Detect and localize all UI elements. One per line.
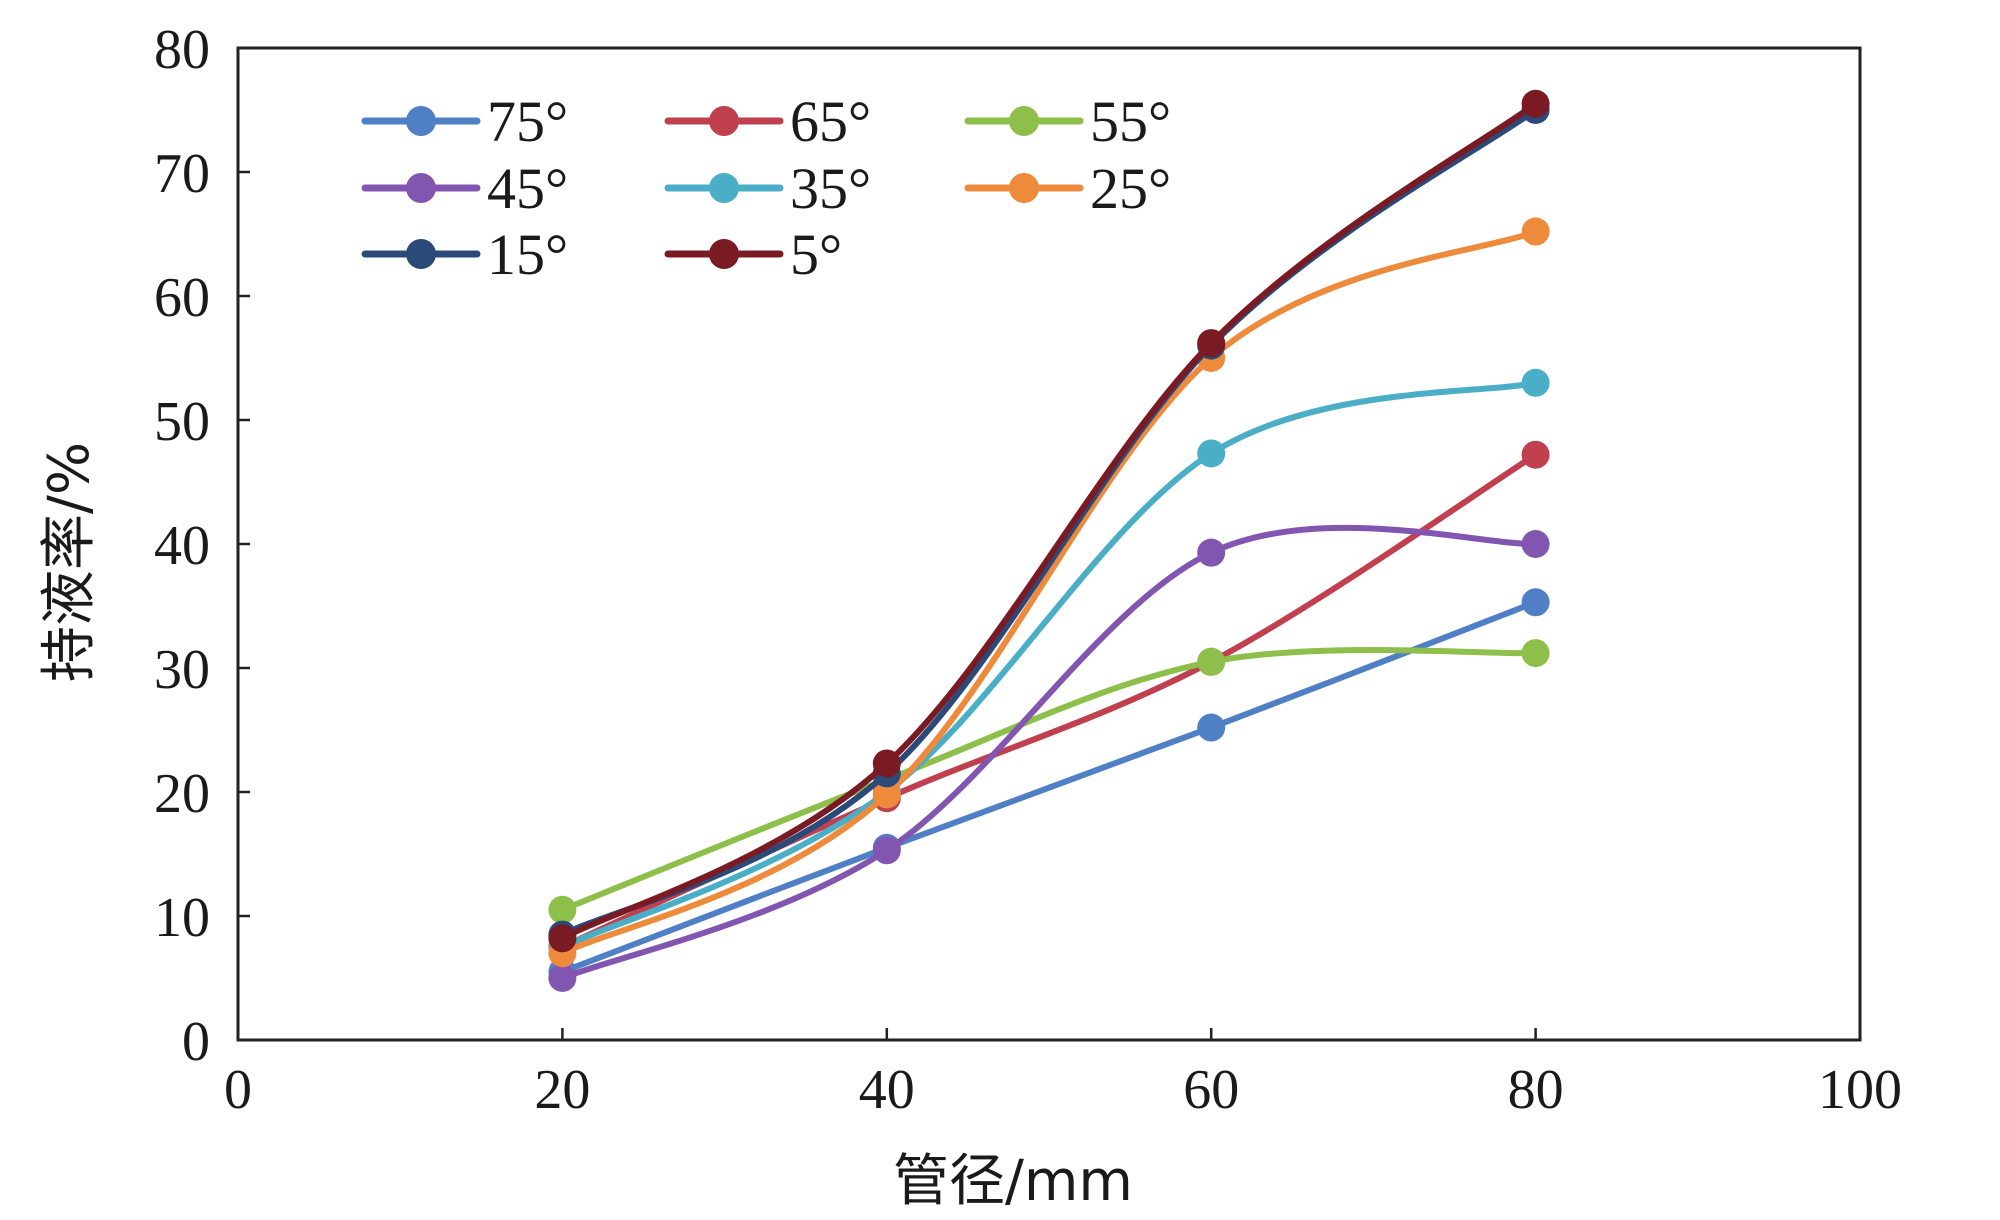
series-5 [548, 368, 1550, 961]
y-axis-title: 持液率/% [37, 442, 102, 682]
series-point [1197, 538, 1226, 567]
series-7 [548, 96, 1550, 949]
series-point [1197, 713, 1226, 742]
series-point [872, 749, 901, 778]
legend-item: 15° [361, 222, 568, 287]
y-tick-label: 10 [154, 887, 210, 949]
series-point [548, 924, 577, 953]
series-point [1521, 639, 1550, 668]
legend-item: 5° [664, 222, 842, 287]
legend-label: 35° [790, 156, 871, 221]
y-tick-label: 30 [154, 639, 210, 701]
series-point [1521, 440, 1550, 469]
legend-swatch-marker [709, 106, 739, 136]
y-tick-label: 80 [154, 19, 210, 81]
series-line [559, 524, 1539, 981]
series-point [1197, 439, 1226, 468]
series-line [559, 228, 1539, 957]
legend-item: 75° [361, 89, 568, 154]
series-line [559, 100, 1539, 942]
legend-swatch-marker [406, 106, 436, 136]
x-tick-label: 40 [859, 1059, 915, 1121]
series-point [872, 780, 901, 809]
legend-swatch-marker [709, 239, 739, 269]
legend-swatch-marker [709, 173, 739, 203]
x-tick-label: 60 [1183, 1059, 1239, 1121]
series-8 [548, 89, 1550, 953]
series-point [548, 895, 577, 924]
x-axis-title: 管径/mm [893, 1149, 1133, 1214]
legend-swatch-marker [406, 239, 436, 269]
x-tick-label: 100 [1818, 1059, 1902, 1121]
series-4 [548, 524, 1550, 992]
legend-swatch-marker [1009, 173, 1039, 203]
y-tick-label: 60 [154, 267, 210, 329]
legend-item: 65° [664, 89, 871, 154]
legend-label: 55° [1090, 89, 1171, 154]
legend-item: 45° [361, 156, 568, 221]
legend-swatch-marker [406, 173, 436, 203]
series-point [1521, 89, 1550, 118]
series-point [1197, 647, 1226, 676]
y-tick-label: 20 [154, 763, 210, 825]
plot-area-frame [236, 46, 1862, 1042]
y-tick-label: 50 [154, 391, 210, 453]
y-tick-label: 40 [154, 515, 210, 577]
legend-item: 35° [664, 156, 871, 221]
y-tick-label: 0 [182, 1011, 210, 1073]
series-line [559, 646, 1539, 913]
series-point [548, 964, 577, 992]
legend-swatch-marker [1009, 106, 1039, 136]
x-tick-label: 20 [534, 1059, 590, 1121]
series-point [872, 836, 901, 865]
series-point [1521, 217, 1550, 246]
x-tick-label: 0 [224, 1059, 252, 1121]
legend-label: 45° [487, 156, 568, 221]
series-line [559, 379, 1539, 950]
legend-item: 55° [964, 89, 1171, 154]
series-line [559, 599, 1539, 975]
series-point [1197, 329, 1226, 358]
legend-label: 25° [1090, 156, 1171, 221]
legend-label: 15° [487, 222, 568, 287]
series-point [1521, 588, 1550, 617]
legend-label: 65° [790, 89, 871, 154]
series-point [1521, 530, 1550, 558]
legend-label: 5° [790, 222, 842, 287]
x-tick-label: 80 [1508, 1059, 1564, 1121]
series-point [1521, 368, 1550, 397]
y-tick-label: 70 [154, 143, 210, 205]
legend-item: 25° [964, 156, 1171, 221]
series-line [559, 107, 1539, 938]
legend-label: 75° [487, 89, 568, 154]
